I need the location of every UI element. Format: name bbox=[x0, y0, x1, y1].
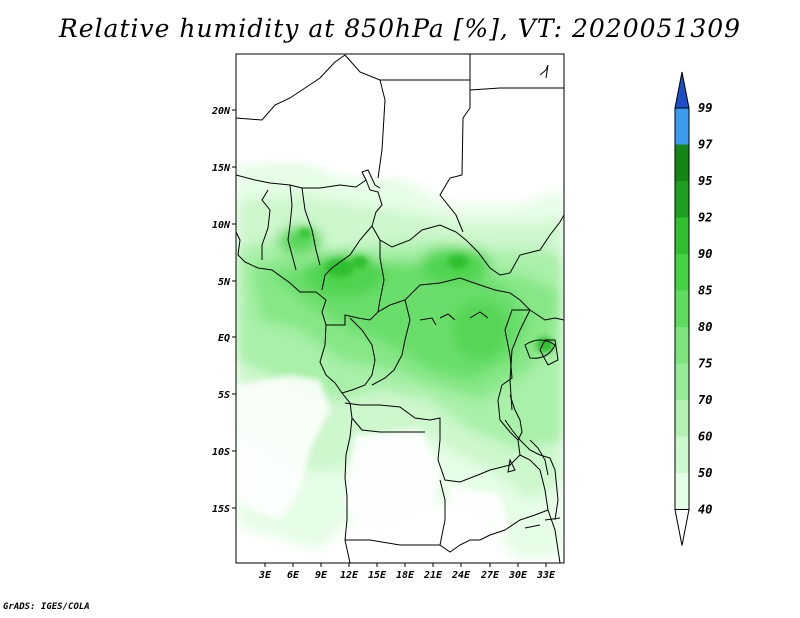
map-title: Relative humidity at 850hPa [%], VT: 202… bbox=[58, 14, 742, 43]
lat-tick-label: 15N bbox=[212, 163, 231, 174]
lon-tick-label: 9E bbox=[315, 570, 328, 581]
lon-tick-label: 15E bbox=[368, 570, 387, 581]
colorbar-box bbox=[675, 181, 689, 218]
colorbar-box bbox=[675, 327, 689, 364]
colorbar-outline bbox=[674, 107, 690, 510]
lon-tick-label: 6E bbox=[287, 570, 300, 581]
colorbar-level-label: 75 bbox=[698, 357, 712, 371]
lon-tick-label: 24E bbox=[451, 570, 471, 581]
lon-tick-label: 30E bbox=[508, 570, 528, 581]
colorbar-box bbox=[675, 400, 689, 437]
colorbar-level-label: 70 bbox=[698, 393, 712, 407]
colorbar-level-label: 85 bbox=[698, 284, 712, 298]
lon-tick-label: 3E bbox=[258, 570, 272, 581]
colorbar-level-label: 40 bbox=[698, 503, 712, 517]
colorbar-lower-arrow bbox=[674, 509, 690, 546]
colorbar-box bbox=[675, 363, 689, 400]
lon-tick-labels: 3E 6E 9E 12E 15E 18E 21E 24E 27E 30E 33E bbox=[258, 570, 556, 581]
map-frame bbox=[235, 53, 565, 564]
lat-tick-label: 5S bbox=[218, 390, 230, 401]
colorbar-box bbox=[675, 254, 689, 291]
colorbar-boxes bbox=[674, 71, 690, 546]
lat-axis bbox=[232, 109, 236, 509]
colorbar-level-label: 60 bbox=[698, 430, 712, 444]
colorbar: 40 50 60 70 75 80 85 90 92 95 97 99 bbox=[674, 71, 713, 546]
colorbar-level-label: 80 bbox=[698, 320, 712, 334]
colorbar-labels: 40 50 60 70 75 80 85 90 92 95 97 99 bbox=[698, 101, 713, 517]
colorbar-upper-arrow bbox=[674, 71, 690, 109]
lon-axis bbox=[264, 563, 547, 567]
colorbar-box bbox=[675, 436, 689, 473]
credit-label: GrADS: IGES/COLA bbox=[3, 602, 90, 612]
lon-tick-label: 27E bbox=[480, 570, 500, 581]
colorbar-level-label: 92 bbox=[698, 211, 712, 225]
lat-tick-label: 10S bbox=[212, 447, 230, 458]
colorbar-box bbox=[675, 144, 689, 181]
colorbar-level-label: 90 bbox=[698, 247, 712, 261]
colorbar-level-label: 99 bbox=[698, 101, 712, 115]
country-boundaries bbox=[236, 54, 564, 563]
lat-tick-labels: 20N 15N 10N 5N EQ 5S 10S 15S bbox=[211, 106, 231, 515]
lat-tick-label: 10N bbox=[212, 220, 231, 231]
colorbar-box bbox=[675, 290, 689, 327]
lon-tick-label: 12E bbox=[340, 570, 359, 581]
lat-tick-label: EQ bbox=[218, 333, 230, 344]
lon-tick-label: 18E bbox=[396, 570, 415, 581]
colorbar-level-label: 50 bbox=[698, 466, 712, 480]
lat-tick-label: 15S bbox=[212, 504, 230, 515]
lat-tick-label: 5N bbox=[218, 277, 231, 288]
humidity-shading bbox=[236, 54, 564, 560]
colorbar-level-label: 95 bbox=[698, 174, 712, 188]
lat-tick-label: 20N bbox=[211, 106, 231, 117]
colorbar-level-label: 97 bbox=[698, 138, 713, 152]
colorbar-box bbox=[675, 217, 689, 254]
lon-tick-label: 21E bbox=[423, 570, 443, 581]
colorbar-box bbox=[675, 108, 689, 145]
lon-tick-label: 33E bbox=[536, 570, 556, 581]
colorbar-box bbox=[675, 473, 689, 510]
